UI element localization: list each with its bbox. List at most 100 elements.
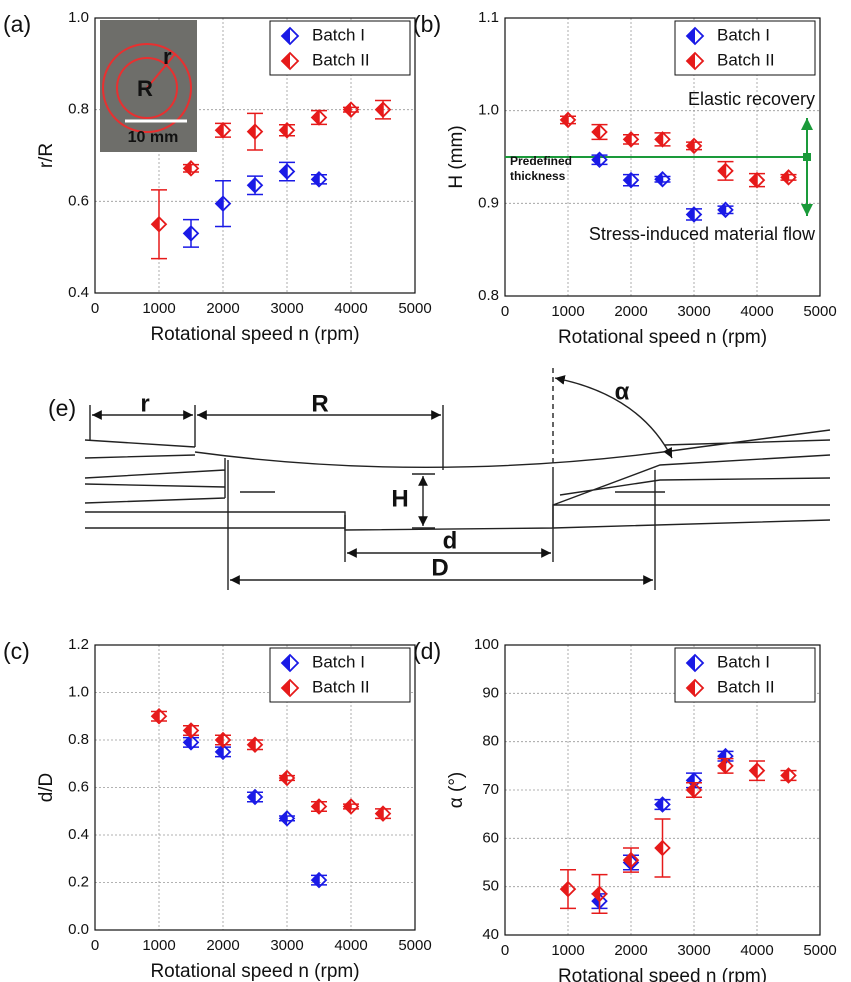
x-tick-label: 0 — [501, 942, 509, 959]
marker-outline — [246, 177, 264, 194]
data-point — [717, 201, 734, 219]
marker-outline — [182, 160, 200, 177]
data-point — [310, 871, 328, 889]
marker-fill — [687, 138, 694, 153]
data-point — [310, 798, 328, 815]
x-tick-label: 2000 — [614, 942, 647, 959]
marker-fill — [312, 873, 319, 888]
alpha-arc — [554, 375, 673, 459]
marker-outline — [182, 225, 200, 242]
marker-fill — [216, 196, 223, 211]
panel-label: (b) — [413, 11, 441, 37]
x-tick-label: 0 — [91, 937, 99, 954]
data-point — [717, 757, 734, 775]
data-point — [310, 109, 328, 126]
marker-fill — [312, 110, 319, 125]
plot-frame — [504, 644, 821, 936]
inset-label: R — [137, 76, 153, 101]
marker-fill — [216, 123, 223, 138]
marker-fill — [280, 771, 287, 785]
marker-fill — [312, 799, 319, 814]
x-axis-label: Rotational speed n (rpm) — [150, 324, 359, 345]
marker-fill — [216, 744, 223, 759]
panel-label: (a) — [3, 11, 31, 37]
y-tick-label: 0.9 — [478, 194, 499, 211]
data-point — [685, 781, 703, 799]
data-point — [246, 123, 264, 140]
annotation: Elastic recovery — [688, 89, 815, 109]
marker-fill — [376, 102, 383, 117]
marker-outline — [622, 131, 640, 148]
x-tick-label: 4000 — [740, 942, 773, 959]
x-tick-label: 2000 — [206, 937, 239, 954]
marker-outline — [246, 736, 264, 754]
dimension-lines — [89, 405, 656, 590]
data-point — [374, 101, 392, 118]
marker-outline — [717, 201, 734, 219]
y-axis-label: d/D — [36, 773, 57, 803]
legend-label: Batch II — [312, 50, 370, 69]
marker-outline — [654, 796, 671, 813]
marker-outline — [246, 788, 264, 806]
panel-label: (c) — [3, 638, 30, 664]
marker-fill — [592, 124, 600, 139]
marker-fill — [282, 53, 290, 69]
x-tick-label: 4000 — [740, 303, 773, 320]
data-point — [278, 163, 296, 180]
marker-outline — [310, 871, 328, 889]
y-tick-label: 0.8 — [478, 287, 499, 304]
marker-fill — [184, 161, 191, 176]
panel-label: (e) — [48, 395, 76, 421]
marker-outline — [654, 839, 671, 857]
legend-label: Batch I — [312, 25, 365, 44]
data-point — [654, 839, 671, 857]
y-tick-label: 60 — [482, 829, 499, 846]
marker-outline — [685, 51, 705, 71]
legend-marker — [280, 678, 300, 698]
legend-label: Batch I — [717, 652, 770, 671]
data-point — [591, 151, 608, 169]
marker-fill — [718, 202, 726, 217]
marker-fill — [282, 655, 290, 671]
x-tick-label: 3000 — [270, 300, 303, 317]
legend-marker — [685, 653, 705, 673]
dim-label: R — [311, 390, 328, 417]
reference-label: thickness — [510, 169, 566, 183]
radius — [146, 53, 176, 89]
x-tick-label: 5000 — [803, 942, 836, 959]
marker-fill — [687, 680, 695, 696]
legend-marker — [280, 653, 300, 673]
x-tick-label: 1000 — [142, 300, 175, 317]
marker-outline — [182, 734, 200, 751]
marker-outline — [214, 743, 232, 761]
marker-outline — [310, 798, 328, 815]
legend-label: Batch I — [717, 25, 770, 44]
x-tick-label: 0 — [501, 303, 509, 320]
plot-frame — [94, 17, 416, 294]
marker-fill — [624, 173, 631, 188]
y-tick-label: 0.4 — [68, 284, 89, 301]
data-point — [278, 122, 296, 139]
x-tick-label: 5000 — [803, 303, 836, 320]
data-point — [622, 171, 640, 189]
x-tick-label: 3000 — [270, 937, 303, 954]
marker-outline — [559, 880, 577, 898]
marker-fill — [376, 806, 383, 821]
y-tick-label: 0.6 — [68, 778, 89, 795]
dim-label: d — [443, 527, 458, 554]
legend-label: Batch II — [717, 50, 775, 69]
y-tick-label: 0.8 — [68, 731, 89, 748]
data-point — [246, 177, 264, 194]
legend-marker — [280, 51, 300, 71]
data-point — [685, 206, 703, 223]
x-tick-label: 4000 — [334, 937, 367, 954]
dim-label: D — [431, 554, 448, 581]
marker-outline — [278, 810, 296, 827]
y-tick-label: 1.1 — [478, 9, 499, 26]
marker-fill — [184, 226, 191, 241]
marker-fill — [344, 102, 351, 117]
marker-fill — [152, 709, 159, 724]
panel-label: (d) — [413, 638, 441, 664]
y-tick-label: 0.8 — [68, 101, 89, 118]
